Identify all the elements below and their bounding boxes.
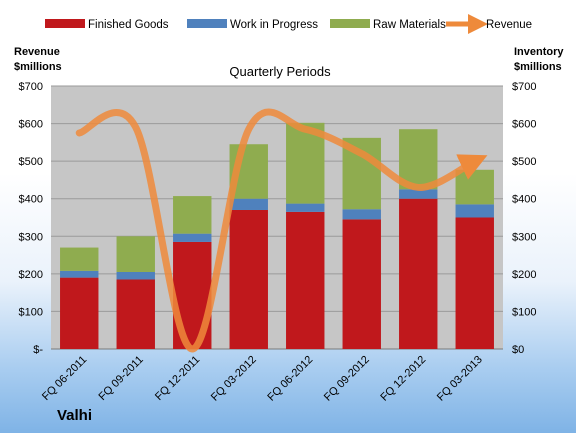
x-axis: FQ 06-2011 FQ 09-2011 FQ 12-2011 FQ 03-2012… bbox=[40, 354, 485, 404]
bar-finished-goods bbox=[116, 279, 155, 349]
x-tick-label: FQ 09-2011 bbox=[96, 354, 145, 403]
bar-finished-goods bbox=[399, 198, 438, 349]
bar-work-in-progress bbox=[116, 271, 155, 280]
x-tick-label: FQ 06-2011 bbox=[40, 354, 89, 403]
y-axis-right: $0 $100 $200 $300 $400 $500 $600 $700 bbox=[512, 81, 536, 356]
legend-label-finished-goods: Finished Goods bbox=[88, 19, 169, 31]
right-axis-title-line1: Inventory bbox=[514, 46, 564, 58]
y-tick-label-right: $600 bbox=[512, 119, 536, 131]
bar-work-in-progress bbox=[455, 204, 494, 218]
y-tick-label-left: $500 bbox=[19, 156, 43, 168]
legend-swatch-finished-goods bbox=[45, 19, 85, 28]
bar-work-in-progress bbox=[229, 198, 268, 210]
y-tick-label-left: $300 bbox=[19, 231, 43, 243]
chart-title: Quarterly Periods bbox=[229, 64, 331, 79]
y-tick-label-left: $700 bbox=[19, 81, 43, 93]
legend-swatch-work-in-progress bbox=[187, 19, 227, 28]
y-tick-label-left: $400 bbox=[19, 194, 43, 206]
legend-label-revenue: Revenue bbox=[486, 19, 532, 31]
bar-raw-materials bbox=[116, 236, 155, 272]
bar-finished-goods bbox=[342, 219, 381, 349]
bar-raw-materials bbox=[173, 196, 212, 234]
x-tick-label: FQ 09-2012 bbox=[322, 354, 372, 404]
bar-work-in-progress bbox=[286, 203, 325, 212]
y-axis-left: $- $100 $200 $300 $400 $500 $600 $700 bbox=[19, 81, 44, 356]
bar-raw-materials bbox=[455, 169, 494, 205]
x-tick-label: FQ 03-2012 bbox=[209, 354, 259, 404]
bar-finished-goods bbox=[455, 217, 494, 349]
right-axis-title-line2: $millions bbox=[514, 61, 562, 73]
left-axis-title-line1: Revenue bbox=[14, 46, 60, 58]
bar-work-in-progress bbox=[60, 270, 99, 278]
bar-finished-goods bbox=[229, 209, 268, 349]
x-tick-label: FQ 03-2013 bbox=[435, 354, 485, 404]
y-tick-label-left: $100 bbox=[19, 306, 43, 318]
bar-work-in-progress bbox=[342, 209, 381, 220]
x-tick-label: FQ 06-2012 bbox=[265, 354, 315, 404]
y-tick-label-right: $400 bbox=[512, 194, 536, 206]
revenue-line bbox=[75, 108, 488, 353]
bar-work-in-progress bbox=[399, 189, 438, 199]
x-tick-label: FQ 12-2011 bbox=[153, 354, 202, 403]
y-tick-label-right: $200 bbox=[512, 269, 536, 281]
y-tick-label-left: $600 bbox=[19, 119, 43, 131]
legend-label-work-in-progress: Work in Progress bbox=[230, 19, 318, 31]
y-tick-label-right: $500 bbox=[512, 156, 536, 168]
y-tick-label-right: $0 bbox=[512, 344, 524, 356]
company-name: Valhi bbox=[57, 407, 92, 424]
y-tick-label-right: $700 bbox=[512, 81, 536, 93]
y-tick-label-right: $100 bbox=[512, 306, 536, 318]
bar-raw-materials bbox=[399, 129, 438, 190]
legend-label-raw-materials: Raw Materials bbox=[373, 19, 446, 31]
bar-finished-goods bbox=[286, 211, 325, 349]
legend: Finished Goods Work in Progress Raw Mate… bbox=[45, 14, 532, 34]
revenue-series bbox=[75, 108, 488, 353]
y-tick-label-left: $- bbox=[33, 344, 43, 356]
bar-raw-materials bbox=[60, 247, 99, 271]
bars bbox=[60, 122, 494, 349]
x-tick-label: FQ 12-2012 bbox=[378, 354, 428, 404]
y-tick-label-right: $300 bbox=[512, 231, 536, 243]
bar-finished-goods bbox=[60, 277, 99, 349]
y-tick-label-left: $200 bbox=[19, 269, 43, 281]
bar-work-in-progress bbox=[173, 233, 212, 242]
legend-swatch-raw-materials bbox=[330, 19, 370, 28]
left-axis-title-line2: $millions bbox=[14, 61, 62, 73]
